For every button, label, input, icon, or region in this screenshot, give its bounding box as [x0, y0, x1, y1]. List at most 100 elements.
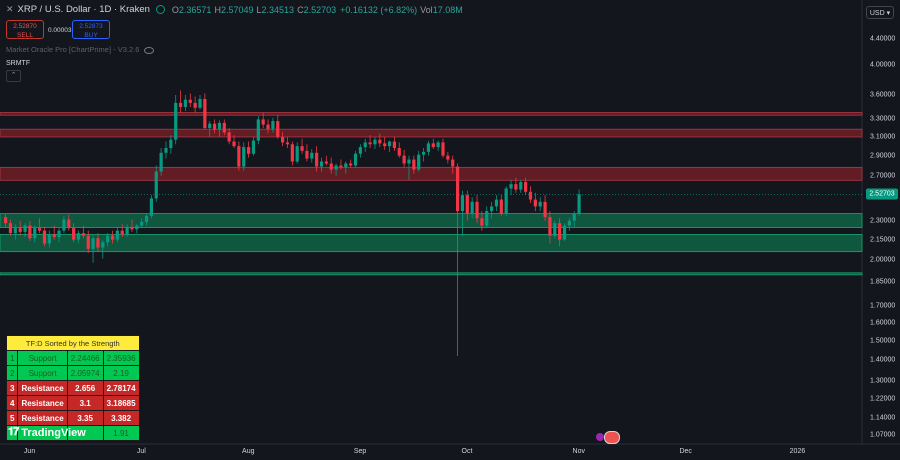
time-tick-label: 2026 — [789, 448, 806, 455]
price-tick-label: 4.40000 — [870, 35, 896, 43]
time-tick-label: Aug — [242, 448, 255, 455]
sr-table-row: 4 Resistance 3.1 3.18685 — [5, 395, 140, 411]
candle-body — [285, 142, 290, 145]
candle-body — [455, 166, 460, 212]
candle-body — [101, 242, 105, 248]
candle-body — [533, 199, 537, 207]
close-label: C — [297, 4, 304, 15]
price-tick-label: 1.40000 — [870, 356, 896, 364]
candle-body — [120, 230, 124, 235]
sr-table-cell-a: 2.656 — [66, 380, 104, 396]
candle-body — [140, 221, 144, 226]
sr-table-cell-a: 2.24466 — [66, 350, 104, 366]
candle-body — [154, 171, 158, 199]
indicator-legend[interactable]: Market Oracle Pro [ChartPrime] - V3.2.6 — [6, 45, 155, 54]
candle-body — [125, 226, 129, 235]
candle-body — [28, 225, 32, 239]
support-zone-1 — [0, 213, 863, 228]
sr-table-cell-n: 4 — [5, 395, 19, 411]
candle-body — [256, 119, 260, 141]
sr-table-cell-type — [17, 425, 68, 441]
close-value: 2.52703 — [303, 4, 337, 15]
candle-body — [475, 201, 479, 219]
indicator-sub-legend[interactable]: SRMTF — [6, 60, 31, 67]
low-value: 2.34513 — [261, 4, 295, 15]
us-flag-icon[interactable] — [604, 431, 620, 444]
event-icon[interactable] — [596, 433, 604, 441]
candle-body — [310, 152, 314, 159]
candle-body — [4, 217, 8, 224]
candle-body — [368, 142, 372, 145]
close-icon[interactable]: ✕ — [6, 4, 14, 14]
support-zone-6 — [0, 272, 863, 276]
candle-body — [208, 123, 212, 129]
sr-table-cell-a: 3.35 — [66, 410, 104, 426]
time-tick-label: Jul — [136, 448, 146, 455]
buy-button[interactable]: 2.52873 BUY — [72, 20, 110, 39]
price-tick-label: 2.15000 — [870, 236, 896, 244]
candle-body — [149, 198, 153, 216]
price-tick-label: 1.30000 — [870, 377, 896, 385]
candle-body — [251, 140, 256, 154]
candle-body — [276, 121, 280, 137]
candle-body — [572, 213, 576, 221]
price-tick-label: 2.70000 — [870, 172, 896, 180]
market-status-icon — [155, 5, 165, 14]
low-label: L — [256, 4, 262, 15]
candle-body — [169, 139, 173, 149]
candle-body — [242, 147, 246, 167]
candle-body — [524, 182, 528, 192]
candle-body — [237, 146, 241, 167]
candle-body — [543, 201, 547, 218]
high-value: 2.57049 — [220, 4, 254, 15]
candle-body — [392, 141, 396, 149]
candle-body — [290, 144, 294, 162]
candle-body — [412, 159, 416, 170]
candle-body — [494, 199, 499, 207]
sr-table-cell-type: Resistance — [17, 410, 68, 426]
tradingview-logo-icon: 𝟏𝟕 — [8, 426, 19, 438]
candle-body — [509, 184, 513, 189]
candle-body — [324, 161, 328, 164]
candle-body — [115, 230, 119, 240]
tradingview-logo[interactable]: 𝟏𝟕 TradingView — [8, 426, 86, 439]
candle-body — [38, 228, 42, 231]
candle-body — [23, 225, 27, 232]
candle-body — [465, 195, 469, 214]
candle-body — [266, 124, 270, 129]
sell-button[interactable]: 2.52870 SELL — [6, 20, 44, 39]
candle-body — [212, 123, 217, 130]
candle-body — [353, 153, 358, 166]
sell-price: 2.52870 — [13, 23, 37, 30]
symbol-title[interactable]: XRP / U.S. Dollar · 1D · Kraken — [17, 4, 150, 15]
candle-body — [402, 155, 406, 164]
sr-table: TF:D Sorted by the Strength 1 Support 2.24… — [5, 335, 140, 441]
candle-body — [62, 219, 66, 231]
sr-table-row: 1.91 — [5, 425, 140, 441]
candle-body — [135, 225, 139, 230]
collapse-legend-button[interactable]: ⌃ — [6, 70, 21, 82]
candle-body — [417, 154, 421, 170]
candle-body — [271, 121, 275, 129]
price-tick-label: 1.85000 — [870, 278, 896, 286]
eye-icon[interactable] — [144, 46, 155, 54]
price-tick-label: 1.22000 — [870, 395, 896, 403]
candle-body — [144, 215, 149, 222]
sr-table-row: 3 Resistance 2.656 2.78174 — [5, 380, 140, 396]
candle-body — [232, 141, 236, 147]
sr-table-row: 1 Support 2.24466 2.35936 — [5, 350, 140, 366]
time-tick-label: Jun — [23, 448, 36, 455]
price-tick-label: 4.00000 — [870, 61, 896, 69]
candle-body — [548, 217, 552, 236]
sr-table-cell-a: 3.1 — [66, 395, 104, 411]
indicator-name: Market Oracle Pro [ChartPrime] - V3.2.6 — [6, 45, 140, 54]
candle-body — [57, 230, 61, 238]
candle-body — [334, 165, 338, 170]
candle-body — [446, 155, 450, 160]
candle-body — [203, 98, 207, 129]
price-tick-label: 3.30000 — [870, 115, 896, 123]
currency-selector[interactable]: USD ▾ — [866, 6, 894, 19]
candle-body — [13, 228, 17, 234]
